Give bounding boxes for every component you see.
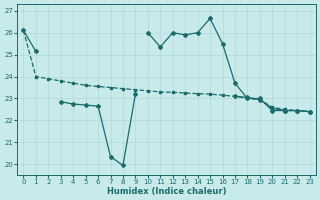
X-axis label: Humidex (Indice chaleur): Humidex (Indice chaleur) [107,187,226,196]
